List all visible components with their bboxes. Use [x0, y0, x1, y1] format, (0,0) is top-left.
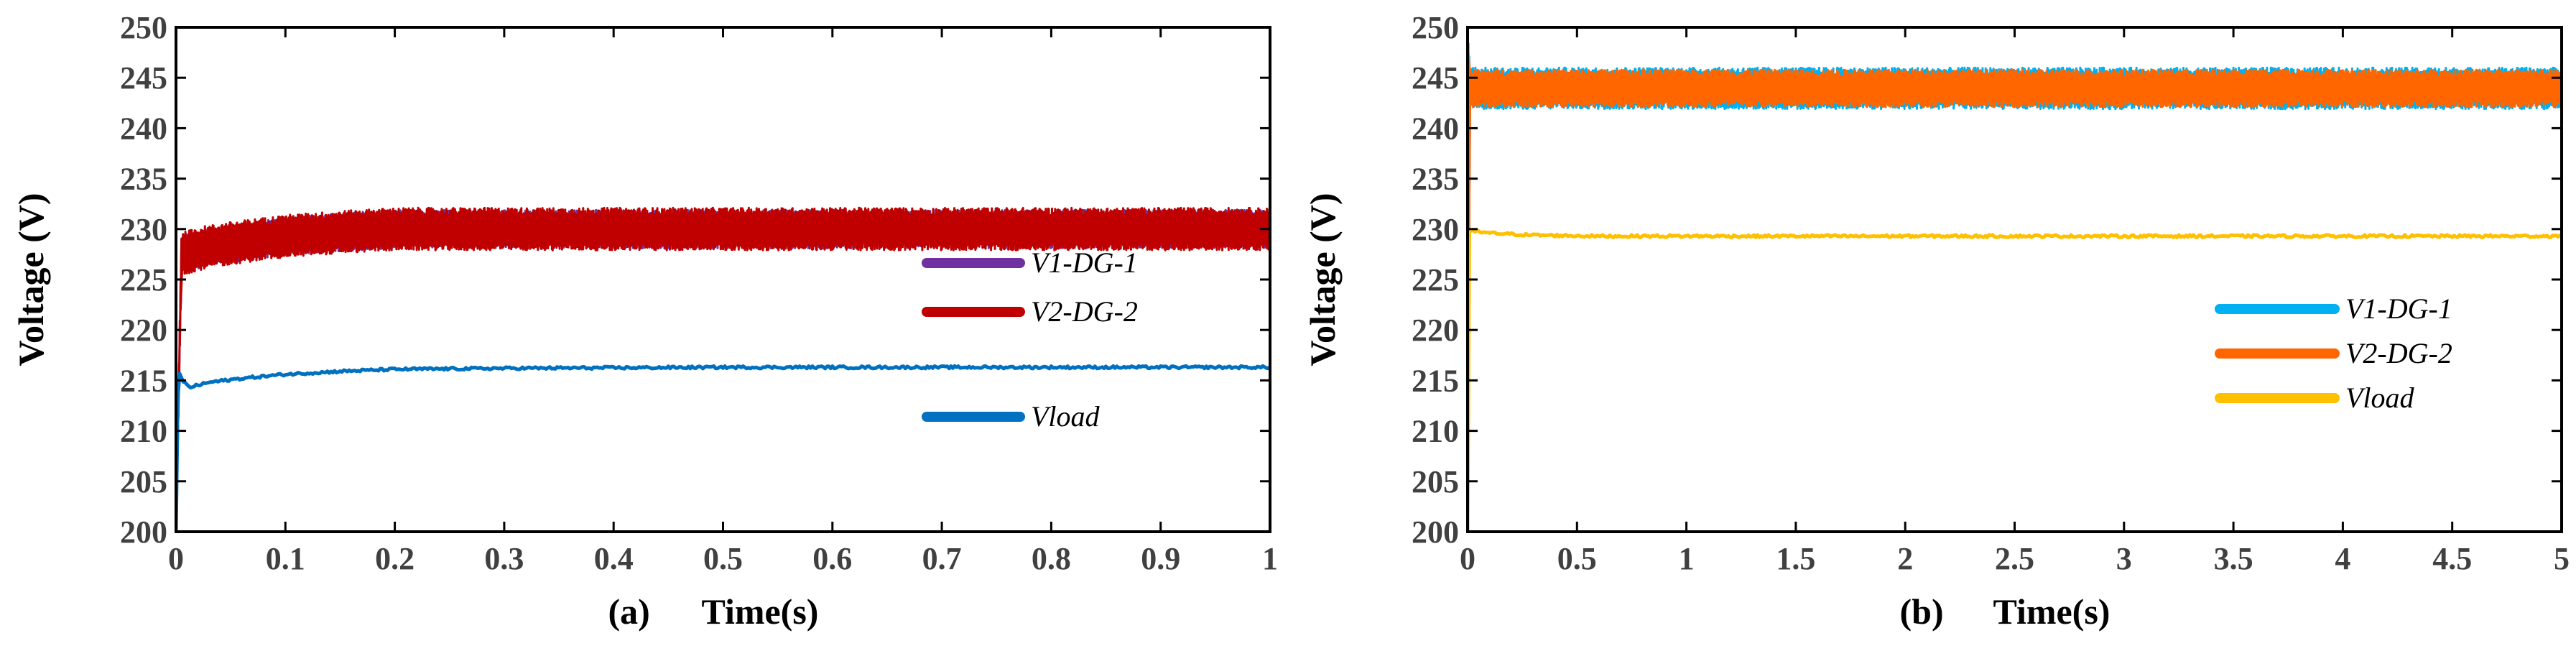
x-axis-title: Time(s) [1993, 591, 2111, 632]
legend-entry: V2-DG-2 [1031, 295, 1138, 328]
plot-area [1468, 27, 2562, 532]
x-tick-label: 1.5 [1776, 541, 1815, 576]
legend: V1-DG-1 V2-DG-2 Vload [922, 246, 1138, 433]
y-tick-label: 200 [1412, 514, 1459, 550]
legend-entry: Vload [1031, 400, 1101, 433]
legend: V1-DG-1 V2-DG-2 Vload [2215, 292, 2452, 414]
x-tick-label: 1 [1679, 541, 1695, 576]
y-tick-label: 220 [1412, 313, 1459, 348]
y-tick-label: 215 [1412, 363, 1459, 398]
legend-entry: V1-DG-1 [2345, 292, 2452, 325]
series-v2-dg-2 [1468, 27, 2562, 530]
y-tick-label: 225 [1412, 262, 1459, 297]
series-line [1468, 228, 2562, 532]
y-axis-title: Voltage (V) [11, 193, 51, 366]
y-tick-label: 250 [1412, 10, 1459, 45]
x-tick-label: 2 [1897, 541, 1913, 576]
y-tick-label: 210 [120, 414, 167, 449]
x-tick-label: 0.6 [812, 541, 852, 576]
y-axis-title: Voltage (V) [1302, 193, 1343, 366]
y-tick-label: 250 [120, 10, 167, 45]
series-v2-dg-2 [176, 206, 1270, 532]
series-band-fill [176, 216, 1270, 532]
y-tick-label: 240 [120, 111, 167, 146]
x-tick-label: 3.5 [2214, 541, 2253, 576]
x-tick-label: 0.5 [703, 541, 743, 576]
y-tick-label: 230 [1412, 212, 1459, 247]
y-tick-label: 205 [120, 464, 167, 499]
x-tick-label: 0.8 [1032, 541, 1071, 576]
panel-label: (a) [608, 591, 650, 632]
x-tick-label: 0.9 [1141, 541, 1180, 576]
x-tick-label: 0 [168, 541, 184, 576]
legend-entry: V1-DG-1 [1031, 246, 1138, 279]
y-tick-label: 230 [120, 212, 167, 247]
x-tick-label: 5 [2554, 541, 2570, 576]
x-tick-label: 4.5 [2432, 541, 2472, 576]
series-band-fill [1468, 31, 2562, 528]
y-tick-label: 235 [1412, 162, 1459, 197]
series-line [176, 364, 1270, 532]
series-vload [176, 364, 1270, 532]
y-tick-label: 200 [120, 514, 167, 550]
legend-entry: V2-DG-2 [2345, 337, 2452, 369]
x-tick-label: 0.5 [1557, 541, 1597, 576]
legend-entry: Vload [2345, 382, 2415, 414]
x-tick-label: 0.4 [594, 541, 634, 576]
y-tick-label: 205 [1412, 464, 1459, 499]
y-tick-label: 225 [120, 262, 167, 297]
y-tick-label: 220 [120, 313, 167, 348]
x-tick-label: 0 [1460, 541, 1475, 576]
y-tick-label: 215 [120, 363, 167, 398]
y-tick-label: 235 [120, 162, 167, 197]
axes-frame [175, 26, 1271, 533]
x-tick-label: 0.3 [484, 541, 524, 576]
series-vload [1468, 228, 2562, 532]
y-tick-label: 245 [1412, 60, 1459, 96]
x-tick-label: 0.7 [922, 541, 962, 576]
x-tick-label: 1 [1262, 541, 1278, 576]
x-tick-label: 0.2 [375, 541, 414, 576]
y-tick-label: 245 [120, 60, 167, 96]
chart-panel-a: 200 205 210 215 220 225 230 235 240 245 250 0 0.1 0.2… [11, 10, 1278, 632]
x-tick-label: 3 [2116, 541, 2132, 576]
panel-label: (b) [1900, 591, 1944, 632]
y-tick-label: 240 [1412, 111, 1459, 146]
plot-area [176, 206, 1270, 532]
x-axis-title: Time(s) [702, 591, 819, 632]
x-tick-label: 4 [2335, 541, 2350, 576]
x-tick-label: 0.1 [266, 541, 305, 576]
x-tick-label: 2.5 [1995, 541, 2034, 576]
series-band [1468, 27, 2562, 530]
y-tick-label: 210 [1412, 414, 1459, 449]
